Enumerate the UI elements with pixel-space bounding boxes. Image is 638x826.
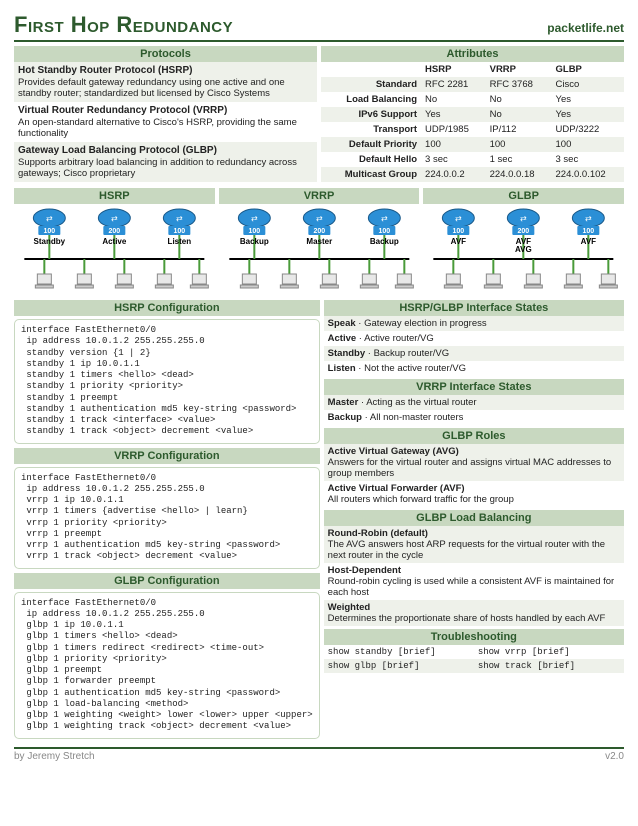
attr-row: Load BalancingNoNoYes <box>321 92 624 107</box>
svg-text:Backup: Backup <box>240 237 269 246</box>
states-column: HSRP/GLBP Interface States Speak · Gatew… <box>324 300 624 743</box>
attr-row: StandardRFC 2281RFC 3768Cisco <box>321 77 624 92</box>
protocol-item: Virtual Router Redundancy Protocol (VRRP… <box>14 102 317 142</box>
protocol-item: Gateway Load Balancing Protocol (GLBP)Su… <box>14 142 317 182</box>
svg-text:100: 100 <box>173 228 185 235</box>
glbp-topo-title: GLBP <box>423 188 624 204</box>
svg-text:⇄: ⇄ <box>176 214 183 223</box>
attributes-box: Attributes HSRPVRRPGLBP StandardRFC 2281… <box>321 46 624 182</box>
svg-text:Standby: Standby <box>34 237 66 246</box>
hsrp-config-title: HSRP Configuration <box>14 300 320 316</box>
attributes-table: HSRPVRRPGLBP StandardRFC 2281RFC 3768Cis… <box>321 62 624 182</box>
svg-text:Master: Master <box>306 237 332 246</box>
trouble-cmd: show track [brief] <box>474 659 624 673</box>
glbp-config-title: GLBP Configuration <box>14 573 320 589</box>
attr-row: Multicast Group224.0.0.2224.0.0.18224.0.… <box>321 167 624 182</box>
attributes-title: Attributes <box>321 46 624 62</box>
hsrp-config: interface FastEthernet0/0 ip address 10.… <box>14 319 320 444</box>
kv-item: Host-DependentRound-robin cycling is use… <box>324 563 624 600</box>
svg-text:Listen: Listen <box>168 237 192 246</box>
glbp-config: interface FastEthernet0/0 ip address 10.… <box>14 592 320 739</box>
vrrp-config-title: VRRP Configuration <box>14 448 320 464</box>
hsrpglbp-states-title: HSRP/GLBP Interface States <box>324 300 624 316</box>
page-title: First Hop Redundancy <box>14 12 233 38</box>
kv-item: Active Virtual Gateway (AVG)Answers for … <box>324 444 624 481</box>
svg-text:⇄: ⇄ <box>520 214 527 223</box>
kv-item: Speak · Gateway election in progress <box>324 316 624 331</box>
kv-item: Round-Robin (default)The AVG answers hos… <box>324 526 624 563</box>
glbp-lb-title: GLBP Load Balancing <box>324 510 624 526</box>
kv-item: Master · Acting as the virtual router <box>324 395 624 410</box>
attr-row: IPv6 SupportYesNoYes <box>321 107 624 122</box>
attr-row: Default Priority100100100 <box>321 137 624 152</box>
svg-text:⇄: ⇄ <box>381 214 388 223</box>
footer-author: by Jeremy Stretch <box>14 751 95 762</box>
kv-item: Backup · All non-master routers <box>324 410 624 425</box>
kv-item: Listen · Not the active router/VG <box>324 361 624 376</box>
troubleshooting-title: Troubleshooting <box>324 629 624 645</box>
attr-row: TransportUDP/1985IP/112UDP/3222 <box>321 122 624 137</box>
svg-text:200: 200 <box>313 228 325 235</box>
svg-text:AVG: AVG <box>515 245 532 254</box>
svg-text:⇄: ⇄ <box>455 214 462 223</box>
protocols-box: Protocols Hot Standby Router Protocol (H… <box>14 46 317 182</box>
svg-text:100: 100 <box>248 228 260 235</box>
vrrp-states-title: VRRP Interface States <box>324 379 624 395</box>
svg-text:100: 100 <box>453 228 465 235</box>
svg-text:⇄: ⇄ <box>111 214 118 223</box>
trouble-cmd: show glbp [brief] <box>324 659 474 673</box>
glbp-roles-title: GLBP Roles <box>324 428 624 444</box>
svg-text:200: 200 <box>518 228 530 235</box>
svg-text:AVF: AVF <box>581 237 597 246</box>
protocol-item: Hot Standby Router Protocol (HSRP)Provid… <box>14 62 317 102</box>
page-header: First Hop Redundancy packetlife.net <box>14 12 624 42</box>
vrrp-config: interface FastEthernet0/0 ip address 10.… <box>14 467 320 569</box>
svg-text:100: 100 <box>43 228 55 235</box>
kv-item: Active · Active router/VG <box>324 331 624 346</box>
svg-text:100: 100 <box>378 228 390 235</box>
kv-item: WeightedDetermines the proportionate sha… <box>324 600 624 626</box>
topology-row: HSRP ⇄ 100 Standby ⇄ 200 Active ⇄ 100 Listen VRR… <box>14 188 624 297</box>
kv-item: Standby · Backup router/VG <box>324 346 624 361</box>
svg-text:⇄: ⇄ <box>585 214 592 223</box>
hsrp-topo-title: HSRP <box>14 188 215 204</box>
footer-version: v2.0 <box>605 751 624 762</box>
svg-text:Active: Active <box>102 237 127 246</box>
hsrp-diagram: ⇄ 100 Standby ⇄ 200 Active ⇄ 100 Listen <box>14 204 215 294</box>
protocols-title: Protocols <box>14 46 317 62</box>
configs-column: HSRP Configuration interface FastEtherne… <box>14 300 320 743</box>
attr-row: Default Hello3 sec1 sec3 sec <box>321 152 624 167</box>
vrrp-topo-title: VRRP <box>219 188 420 204</box>
svg-text:AVF: AVF <box>451 237 467 246</box>
trouble-cmd: show vrrp [brief] <box>474 645 624 659</box>
glbp-diagram: ⇄100AVF⇄200AVFAVG⇄100AVF <box>423 204 624 294</box>
kv-item: Active Virtual Forwarder (AVF)All router… <box>324 481 624 507</box>
svg-text:⇄: ⇄ <box>46 214 53 223</box>
svg-text:200: 200 <box>108 228 120 235</box>
svg-text:⇄: ⇄ <box>316 214 323 223</box>
trouble-cmd: show standby [brief] <box>324 645 474 659</box>
site-link[interactable]: packetlife.net <box>547 21 624 35</box>
svg-text:100: 100 <box>583 228 595 235</box>
vrrp-diagram: ⇄ 100 Backup ⇄ 200 Master ⇄ 100 Backup <box>219 204 420 294</box>
svg-text:Backup: Backup <box>370 237 399 246</box>
svg-text:⇄: ⇄ <box>251 214 258 223</box>
page-footer: by Jeremy Stretch v2.0 <box>14 747 624 762</box>
